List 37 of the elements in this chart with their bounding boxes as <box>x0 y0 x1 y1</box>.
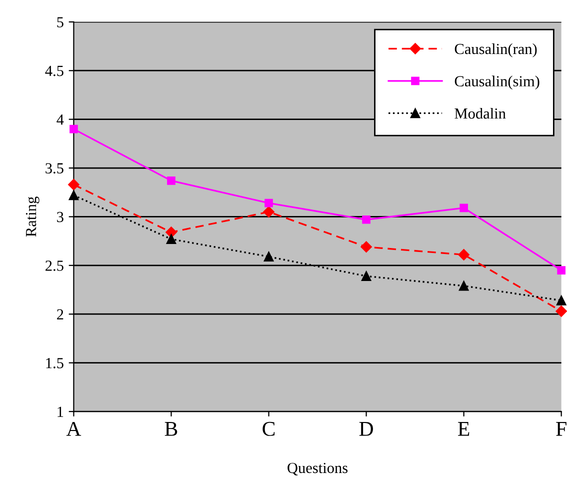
y-tick-label: 1 <box>58 406 64 417</box>
point <box>556 306 567 317</box>
y-tick-label: 3 <box>57 212 64 222</box>
point <box>361 271 372 281</box>
point <box>458 281 469 291</box>
point <box>167 176 176 185</box>
y-tick-label: 4 <box>56 114 64 125</box>
point <box>263 206 274 218</box>
point <box>70 124 78 134</box>
y-tick-label: 4.5 <box>45 66 64 76</box>
x-tick-label: D <box>359 422 373 436</box>
y-tick-label: 3.5 <box>46 163 64 174</box>
point <box>360 241 372 253</box>
legend-label: Causalin(ran) <box>454 43 537 58</box>
point <box>264 198 273 208</box>
point <box>166 234 176 244</box>
legend-label: Causalin(sim) <box>454 76 540 90</box>
point <box>458 249 470 260</box>
point <box>264 252 274 262</box>
point <box>460 204 468 212</box>
legend-label: Modalin <box>454 108 506 119</box>
point <box>68 178 80 190</box>
x-axis-title: Questions <box>288 462 348 476</box>
point <box>68 190 79 200</box>
x-tick-label: C <box>262 422 275 436</box>
point <box>557 266 566 274</box>
y-tick-label: 5 <box>57 17 64 28</box>
y-tick-label: 1.5 <box>46 358 64 368</box>
x-tick-label: B <box>164 422 178 436</box>
y-axis-title: Rating <box>26 196 40 237</box>
x-tick-label: A <box>66 422 82 436</box>
y-tick-label: 2.5 <box>46 260 64 271</box>
y-tick-label: 2 <box>57 309 64 320</box>
point <box>362 215 370 224</box>
x-tick-label: F <box>556 422 566 436</box>
point <box>556 296 566 306</box>
x-tick-label: E <box>458 422 470 436</box>
